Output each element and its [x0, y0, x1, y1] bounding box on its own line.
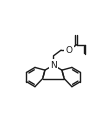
Text: N: N — [50, 61, 57, 70]
Text: O: O — [66, 46, 73, 55]
